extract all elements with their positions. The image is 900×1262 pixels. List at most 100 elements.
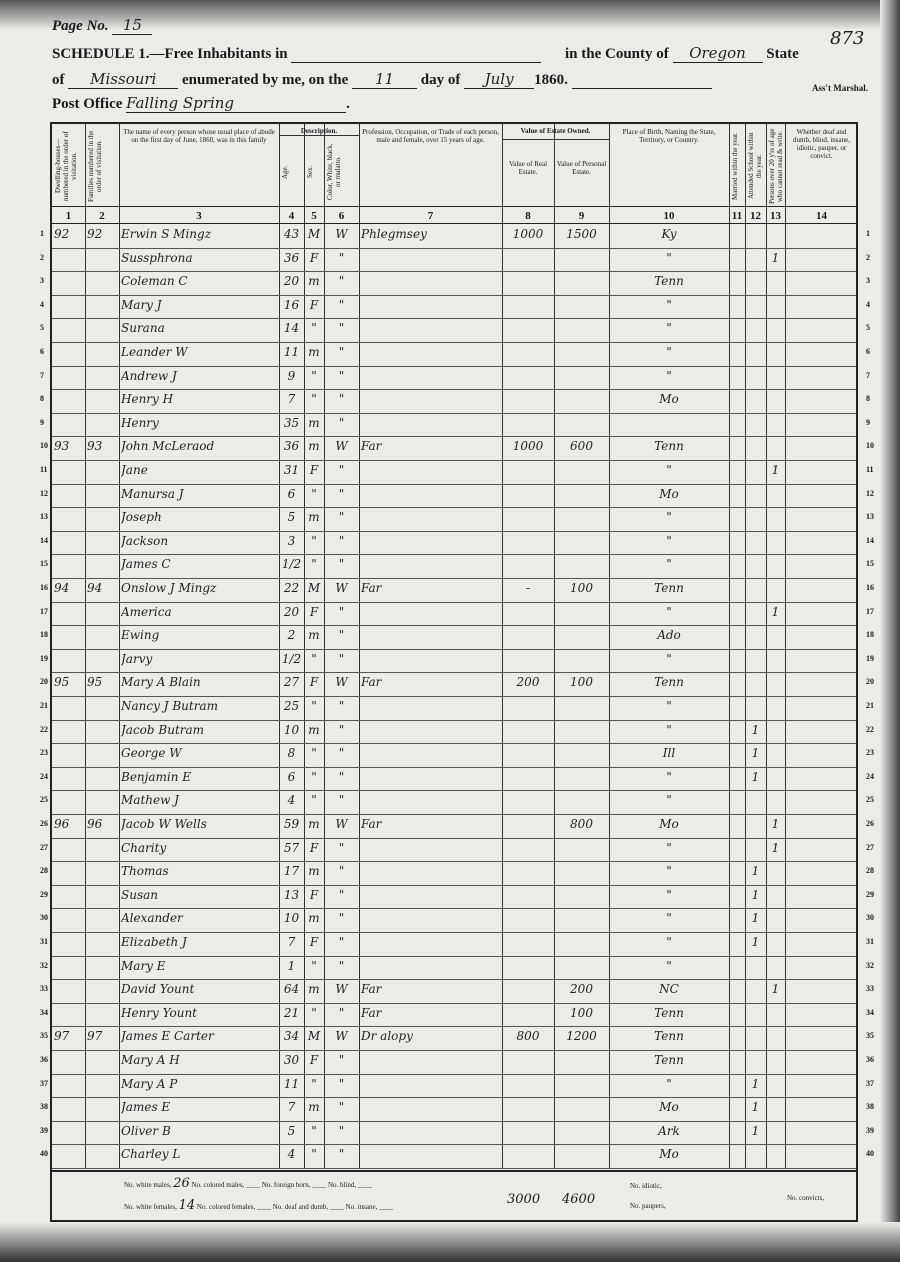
- table-row: Henry H 7 " " Mo: [52, 389, 856, 414]
- line-number-left: 36: [40, 1055, 48, 1064]
- birthplace: ": [666, 368, 672, 383]
- line-number-right: 16: [866, 583, 874, 592]
- line-number-left: 35: [40, 1031, 48, 1041]
- line-number-right: 2: [866, 252, 870, 262]
- age: 25: [283, 699, 300, 713]
- age: 30: [283, 1053, 300, 1067]
- footer-divider: [52, 1170, 856, 1172]
- dwelling-no: 94: [54, 581, 70, 595]
- line-number-left: 6: [40, 347, 44, 356]
- age: 22: [283, 581, 300, 595]
- column-divider: [304, 124, 305, 1168]
- person-name: America: [121, 604, 172, 619]
- color: ": [338, 368, 345, 383]
- line-number-right: 26: [866, 819, 874, 828]
- sex: m: [308, 1100, 320, 1115]
- line-number-right: 40: [866, 1149, 874, 1159]
- table-row: Coleman C 20 m " Tenn: [52, 271, 856, 296]
- line-number-right: 29: [866, 889, 874, 899]
- column-divider: [324, 124, 325, 1168]
- real-estate-total: 3000: [507, 1192, 541, 1207]
- table-row: Charley L 4 " " Mo: [52, 1144, 856, 1169]
- color: ": [338, 958, 345, 973]
- school-mark: 1: [751, 1123, 760, 1138]
- person-name: Joseph: [121, 510, 162, 525]
- sex: m: [308, 864, 320, 879]
- birthplace: ": [666, 604, 672, 619]
- line-number-left: 17: [40, 606, 48, 616]
- family-no: 96: [87, 817, 103, 831]
- table-row: Mary A P 11 " " " 1: [52, 1074, 856, 1099]
- age: 4: [287, 793, 296, 808]
- birthplace: Mo: [659, 486, 679, 501]
- real-estate-value: 1000: [512, 227, 544, 241]
- birthplace: ": [666, 297, 672, 312]
- line-number-left: 19: [40, 653, 48, 663]
- dwelling-no: 97: [54, 1029, 70, 1044]
- sex: ": [311, 1005, 317, 1020]
- age: 5: [287, 1123, 296, 1138]
- line-number-right: 33: [866, 984, 874, 994]
- illiterate-mark: 1: [771, 817, 780, 831]
- age: 1: [287, 958, 296, 973]
- column-number-9: 9: [578, 210, 585, 222]
- illiterate-mark: 1: [771, 982, 780, 997]
- color: ": [338, 935, 345, 949]
- color: W: [335, 227, 348, 241]
- birthplace: ": [666, 699, 672, 713]
- sex: M: [307, 1029, 321, 1044]
- line-number-left: 23: [40, 748, 48, 758]
- person-name: Jackson: [121, 533, 169, 548]
- age: 13: [283, 887, 300, 902]
- sex: ": [311, 1076, 317, 1091]
- age: 6: [287, 486, 296, 501]
- line-number-left: 11: [40, 465, 48, 474]
- column-divider: [766, 124, 767, 1168]
- sex: ": [311, 392, 317, 407]
- age: 10: [283, 911, 300, 926]
- birthplace: ": [666, 958, 672, 973]
- stamp-number: 873: [830, 28, 865, 49]
- table-row: Ewing 2 m " Ado: [52, 625, 856, 650]
- occupation: Far: [361, 1005, 382, 1020]
- line-number-left: 40: [40, 1149, 48, 1159]
- line-number-right: 22: [866, 724, 874, 734]
- line-number-right: 19: [866, 653, 874, 663]
- person-name: Nancy J Butram: [121, 699, 218, 713]
- line-number-right: 12: [866, 488, 874, 498]
- color: ": [338, 510, 345, 525]
- column-divider: [85, 124, 86, 1168]
- idiotic-label: No. idiotic,: [630, 1182, 662, 1190]
- line-number-right: 6: [866, 347, 870, 356]
- column-number-5: 5: [311, 210, 317, 222]
- column-header-11: Married within the year.: [731, 132, 739, 200]
- column-divider: [279, 124, 280, 1168]
- line-number-left: 30: [40, 913, 48, 923]
- header-divider: [52, 206, 856, 207]
- birthplace: Tenn: [654, 1005, 684, 1020]
- line-number-left: 29: [40, 889, 48, 899]
- table-row: Susan 13 F " " 1: [52, 885, 856, 910]
- line-number-right: 10: [866, 441, 874, 451]
- age: 2: [287, 628, 296, 643]
- sex: ": [311, 321, 317, 336]
- line-number-left: 31: [40, 937, 48, 946]
- sex: M: [307, 227, 321, 241]
- color: W: [335, 439, 348, 454]
- line-number-right: 15: [866, 559, 874, 569]
- school-mark: 1: [751, 911, 760, 926]
- family-no: 92: [87, 227, 103, 241]
- table-row: Jacob Butram 10 m " " 1: [52, 720, 856, 745]
- scan-edge: [880, 0, 900, 1262]
- personal-estate-total: 4600: [562, 1192, 596, 1207]
- real-estate-value: -: [525, 581, 531, 595]
- line-number-left: 10: [40, 441, 48, 451]
- line-number-left: 26: [40, 819, 48, 828]
- color: ": [338, 1053, 345, 1067]
- column-divider: [785, 124, 786, 1168]
- line-number-left: 2: [40, 252, 44, 262]
- sex: F: [309, 840, 319, 855]
- column-number-11: 11: [731, 210, 743, 222]
- dwelling-no: 93: [54, 439, 70, 454]
- color: W: [335, 982, 348, 997]
